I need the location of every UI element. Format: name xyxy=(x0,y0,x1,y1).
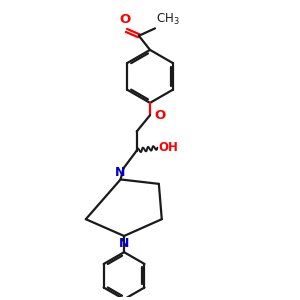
Text: CH$_3$: CH$_3$ xyxy=(157,12,180,27)
Text: N: N xyxy=(116,166,126,178)
Text: N: N xyxy=(119,237,129,250)
Text: OH: OH xyxy=(159,141,179,154)
Text: O: O xyxy=(154,109,165,122)
Text: O: O xyxy=(119,13,130,26)
